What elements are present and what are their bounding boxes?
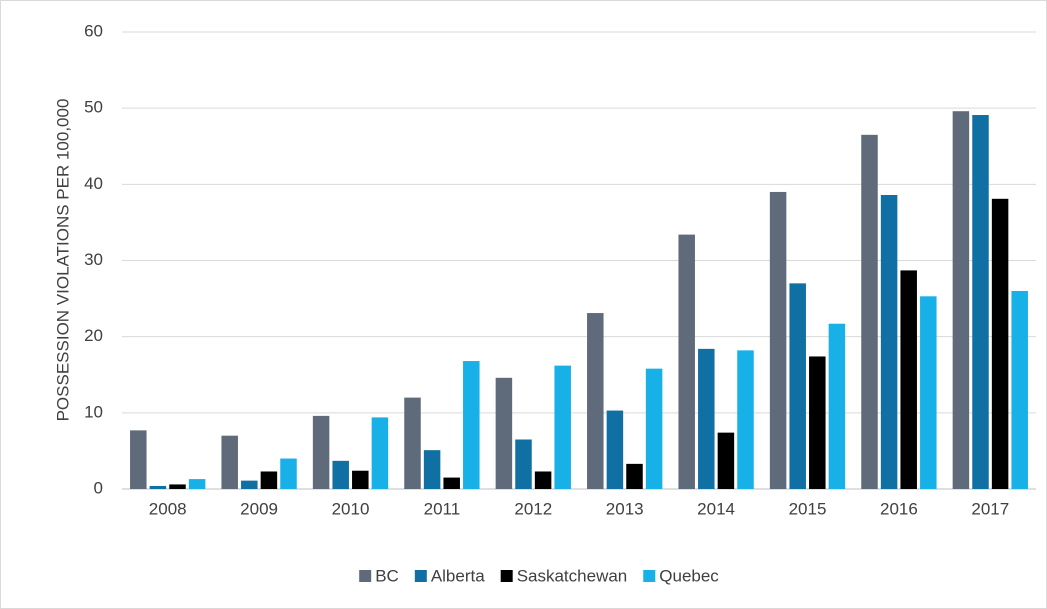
- x-tick-label: 2013: [606, 499, 644, 518]
- bar: [280, 458, 297, 489]
- bar: [371, 417, 389, 489]
- legend-label: Quebec: [659, 566, 719, 585]
- y-tick-label: 40: [84, 174, 103, 193]
- bar: [221, 435, 238, 489]
- x-tick-label: 2009: [240, 499, 278, 518]
- x-tick-label: 2012: [514, 499, 552, 518]
- legend-label: BC: [375, 566, 399, 585]
- bar: [515, 439, 532, 489]
- bar: [698, 348, 715, 489]
- bar: [188, 479, 206, 489]
- bar: [1011, 290, 1028, 489]
- x-tick-label: 2010: [332, 499, 370, 518]
- bar: [443, 477, 460, 489]
- legend-swatch: [500, 570, 513, 582]
- bar: [169, 484, 186, 489]
- legend-swatch: [359, 570, 372, 582]
- bar: [789, 283, 806, 489]
- x-tick-label: 2015: [789, 499, 827, 518]
- bar: [880, 194, 898, 489]
- bar: [463, 361, 480, 489]
- bar: [423, 450, 441, 489]
- bar: [404, 397, 421, 489]
- y-tick-label: 30: [84, 250, 103, 269]
- bar: [260, 471, 278, 489]
- bar: [495, 377, 513, 489]
- bar: [972, 115, 989, 489]
- bar: [332, 460, 349, 489]
- bar: [534, 471, 552, 489]
- bar: [717, 432, 735, 489]
- bar: [952, 111, 970, 490]
- y-tick-label: 0: [94, 478, 103, 497]
- bar: [149, 485, 167, 489]
- bar: [606, 410, 624, 489]
- x-tick-label: 2008: [149, 499, 187, 518]
- bar: [828, 323, 846, 489]
- bar: [861, 134, 878, 489]
- bar: [920, 296, 937, 489]
- bar: [737, 350, 754, 489]
- y-tick-label: 60: [84, 21, 103, 40]
- bar: [991, 198, 1009, 489]
- legend-label: Alberta: [431, 566, 485, 585]
- bar: [900, 270, 917, 489]
- bar: [769, 191, 787, 489]
- bar: [809, 356, 826, 489]
- x-tick-label: 2016: [880, 499, 918, 518]
- bar: [554, 365, 571, 489]
- legend-label: Saskatchewan: [517, 566, 628, 585]
- bar: [241, 480, 258, 489]
- legend-swatch: [643, 570, 656, 582]
- bar: [587, 313, 604, 489]
- bar: [130, 430, 147, 489]
- x-tick-label: 2017: [971, 499, 1009, 518]
- x-tick-label: 2011: [424, 499, 461, 518]
- x-tick-label: 2014: [697, 499, 735, 518]
- y-tick-label: 50: [84, 98, 103, 117]
- bar: [678, 234, 695, 489]
- y-tick-label: 20: [84, 326, 103, 345]
- y-tick-label: 10: [84, 402, 103, 421]
- y-axis-label: POSSESSION VIOLATIONS PER 100,000: [53, 99, 72, 422]
- bar: [352, 470, 369, 489]
- bar: [312, 415, 330, 489]
- legend-swatch: [414, 570, 427, 582]
- bar: [645, 368, 663, 489]
- bar: [626, 463, 643, 489]
